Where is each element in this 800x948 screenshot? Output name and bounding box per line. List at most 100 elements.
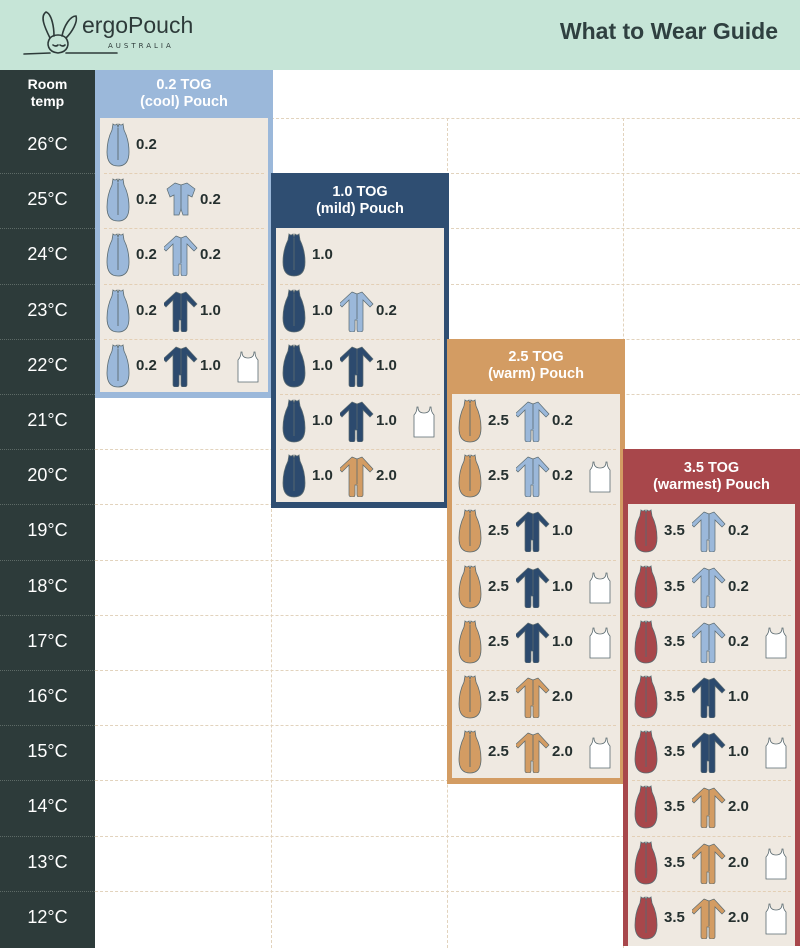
- garment-tog-label: 0.2: [728, 522, 749, 540]
- long-romper-icon: [690, 676, 726, 722]
- short-romper-icon: [166, 179, 196, 223]
- long-romper-icon: [162, 290, 198, 336]
- sleep-pouch-icon: [106, 177, 130, 227]
- temp-row-divider: [0, 725, 95, 727]
- brand-subtitle: AUSTRALIA: [108, 42, 174, 50]
- long-romper-icon: [514, 731, 550, 777]
- garment-tog-label: 1.0: [376, 356, 397, 374]
- pouch-tog-label: 2.5: [488, 411, 509, 429]
- temp-row-divider: [0, 780, 95, 782]
- garment-tog-label: 0.2: [728, 577, 749, 595]
- sleep-pouch-icon: [458, 729, 482, 779]
- page-title: What to Wear Guide: [559, 18, 778, 44]
- outfit-row: 2.5 2.0: [452, 669, 620, 725]
- tog-box-title: 0.2 TOG: [156, 77, 212, 93]
- room-temp-column: [0, 70, 95, 948]
- outfit-row: 3.5 1.0: [628, 725, 795, 780]
- pouch-tog-label: 0.2: [136, 246, 157, 264]
- sleep-pouch-icon: [458, 453, 482, 503]
- sleep-pouch-icon: [106, 343, 130, 393]
- temp-label: 25°C: [27, 189, 68, 210]
- temp-row-divider: [0, 890, 95, 892]
- long-romper-icon: [690, 731, 726, 777]
- sleep-pouch-icon: [282, 453, 306, 503]
- pouch-tog-label: 3.5: [664, 853, 685, 871]
- outfit-row: 0.2 1.0: [100, 338, 268, 394]
- outfit-row: 0.2: [100, 118, 268, 173]
- temp-label: 14°C: [27, 796, 68, 817]
- temp-row-divider: [0, 614, 95, 616]
- sleep-pouch-icon: [458, 398, 482, 448]
- long-romper-icon: [162, 234, 198, 280]
- temp-label: 24°C: [27, 244, 68, 265]
- outfit-row-divider: [632, 669, 791, 671]
- long-romper-icon: [514, 400, 550, 446]
- garment-tog-label: 0.2: [552, 411, 573, 429]
- garment-tog-label: 2.0: [728, 798, 749, 816]
- outfit-row-divider: [632, 559, 791, 561]
- pouch-tog-label: 3.5: [664, 743, 685, 761]
- singlet-icon: [589, 736, 611, 774]
- outfit-row: 1.0 2.0: [276, 449, 444, 504]
- temp-row-divider: [0, 173, 95, 175]
- tog-box-title: 1.0 TOG: [332, 183, 388, 200]
- long-romper-icon: [514, 566, 550, 612]
- temp-row-divider: [0, 670, 95, 671]
- tog-box-subtitle: (warmest) Pouch: [653, 476, 770, 493]
- pouch-tog-label: 0.2: [136, 301, 157, 319]
- header-bar: ergoPouch AUSTRALIA What to Wear Guide: [0, 0, 800, 70]
- long-romper-icon: [690, 510, 726, 556]
- garment-tog-label: 2.0: [376, 467, 397, 485]
- kangaroo-logo-icon: [23, 11, 118, 55]
- outfit-row-divider: [280, 449, 440, 451]
- outfit-row: 2.5 0.2: [452, 449, 620, 504]
- temp-label: 13°C: [27, 851, 68, 872]
- sleep-pouch-icon: [634, 674, 658, 724]
- outfit-row-divider: [104, 228, 264, 230]
- garment-tog-label: 1.0: [728, 743, 749, 761]
- pouch-tog-label: 2.5: [488, 743, 509, 761]
- outfit-row: 0.2 0.2: [100, 173, 268, 228]
- outfit-row: 3.5 0.2: [628, 504, 795, 559]
- pouch-tog-label: 1.0: [312, 411, 333, 429]
- pouch-tog-label: 3.5: [664, 522, 685, 540]
- pouch-tog-label: 2.5: [488, 577, 509, 595]
- long-romper-icon: [514, 455, 550, 501]
- sleep-pouch-icon: [282, 343, 306, 393]
- outfit-row-divider: [104, 173, 264, 175]
- outfit-row: 2.5 1.0: [452, 559, 620, 615]
- long-romper-icon: [690, 842, 726, 888]
- outfit-row-divider: [456, 669, 616, 671]
- pouch-tog-label: 0.2: [136, 356, 157, 374]
- outfit-row: 3.5 2.0: [628, 890, 795, 946]
- sleep-pouch-icon: [458, 674, 482, 724]
- temp-row-divider: [0, 504, 95, 506]
- sleep-pouch-icon: [634, 564, 658, 614]
- outfit-row-divider: [280, 283, 440, 285]
- outfit-row-divider: [632, 725, 791, 727]
- singlet-icon: [765, 847, 787, 885]
- tog-box-panel: 2.5 0.2 2.5 0.2 2.5 1.0 2.5 1.0 2.5 1.0 2.5 2.0 2.5 2…: [452, 393, 620, 780]
- outfit-row: 3.5 0.2: [628, 614, 795, 670]
- sleep-pouch-icon: [106, 122, 130, 172]
- garment-tog-label: 2.0: [728, 853, 749, 871]
- long-romper-icon: [338, 345, 374, 391]
- sleep-pouch-icon: [458, 564, 482, 614]
- outfit-row: 2.5 2.0: [452, 725, 620, 780]
- outfit-row: 1.0 0.2: [276, 283, 444, 339]
- long-romper-icon: [338, 455, 374, 501]
- temp-label: 21°C: [27, 410, 68, 430]
- tog-box-heading: 0.2 TOG (cool) Pouch: [95, 70, 273, 118]
- garment-tog-label: 1.0: [200, 356, 221, 374]
- sleep-pouch-icon: [634, 619, 658, 669]
- temp-label: 19°C: [27, 520, 68, 541]
- singlet-icon: [589, 626, 611, 664]
- sleep-pouch-icon: [634, 840, 658, 890]
- garment-tog-label: 0.2: [200, 191, 221, 209]
- outfit-row: 2.5 0.2: [452, 394, 620, 449]
- grid-row-divider: [271, 118, 800, 119]
- pouch-tog-label: 1.0: [312, 356, 333, 374]
- sleep-pouch-icon: [106, 232, 130, 282]
- garment-tog-label: 2.0: [552, 743, 573, 761]
- outfit-row: 2.5 1.0: [452, 504, 620, 559]
